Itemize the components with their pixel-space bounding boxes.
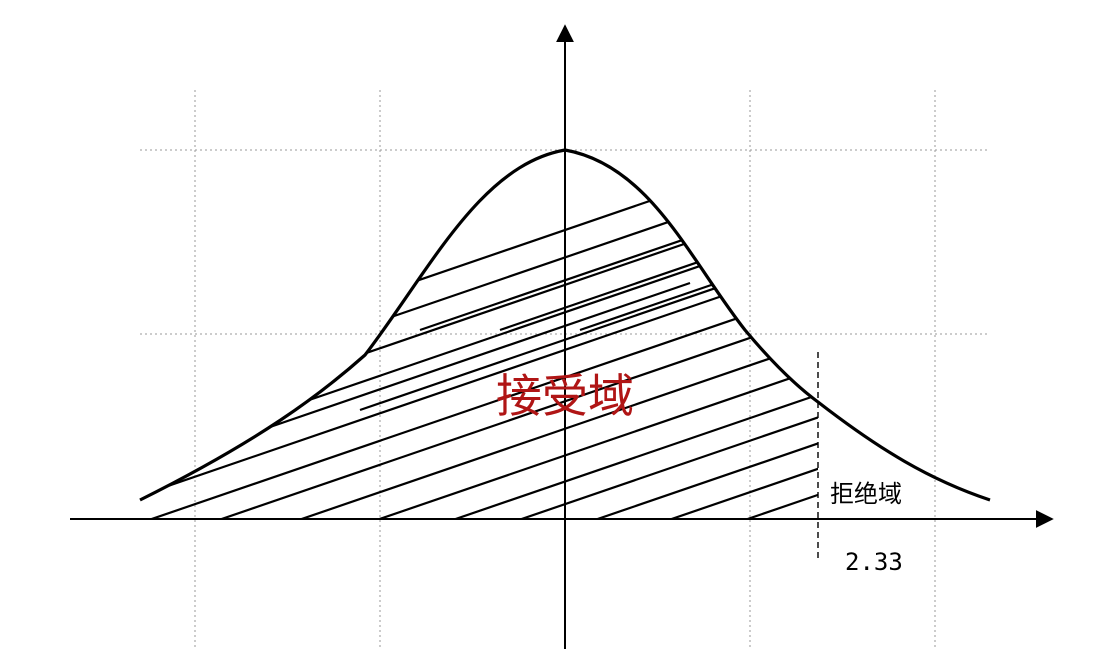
acceptance-hatching <box>140 150 818 519</box>
acceptance-region-label: 接受域 <box>496 369 634 423</box>
critical-value-label: 2.33 <box>845 548 903 576</box>
normal-curve <box>139 148 991 502</box>
rejection-region-label: 拒绝域 <box>830 480 902 508</box>
